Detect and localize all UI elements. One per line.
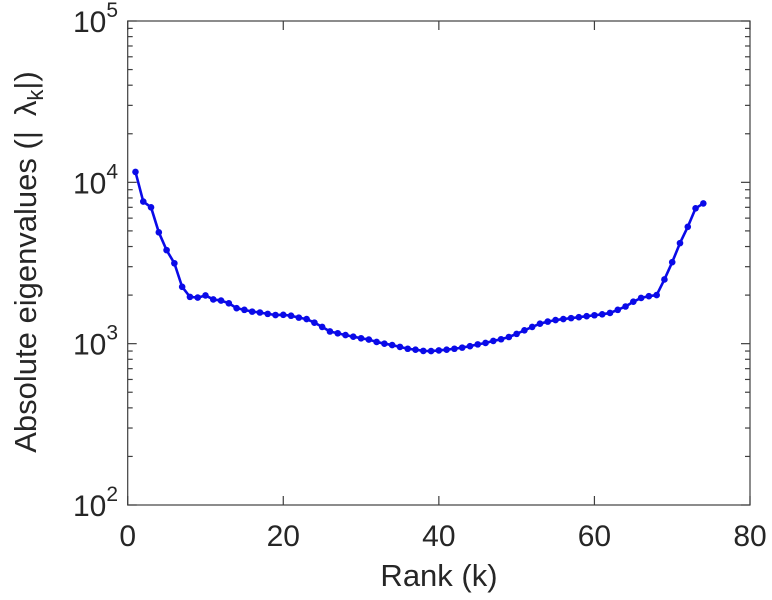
data-point (225, 299, 233, 307)
y-tick-label: 105 (73, 0, 118, 39)
data-point (661, 276, 668, 283)
data-point (381, 340, 388, 347)
data-point (163, 246, 170, 254)
y-tick-label: 102 (73, 483, 118, 523)
data-point (482, 339, 489, 347)
data-point (303, 315, 310, 323)
y-axis-title: Absolute eigenvalues (| λk|) (8, 71, 48, 453)
data-point (272, 311, 279, 319)
y-tick-exponent: 4 (106, 160, 118, 183)
data-point (256, 309, 264, 316)
data-point (311, 319, 318, 326)
data-point (241, 306, 248, 314)
lambda-subscript: k (23, 89, 49, 101)
data-point (171, 259, 178, 267)
data-point (334, 329, 342, 337)
data-point (279, 311, 287, 319)
data-point (349, 333, 357, 340)
x-axis-title: Rank (k) (380, 558, 497, 594)
data-point (544, 318, 552, 325)
data-point (684, 223, 692, 231)
data-point (497, 335, 505, 343)
data-point (419, 347, 427, 355)
data-point (326, 328, 334, 335)
data-point (373, 338, 380, 346)
data-point (209, 296, 217, 303)
y-axis-title-prefix: Absolute eigenvalues (| (8, 131, 43, 453)
data-point (365, 336, 373, 343)
lambda-symbol: λ (8, 100, 43, 117)
data-point (458, 344, 466, 351)
data-point (443, 346, 450, 353)
data-point (591, 311, 598, 319)
data-point (396, 343, 404, 351)
data-point (178, 283, 186, 291)
data-point (668, 258, 676, 266)
data-point (583, 312, 590, 320)
data-point (357, 334, 365, 342)
data-point (505, 333, 513, 341)
data-point (412, 346, 419, 353)
data-point (700, 200, 707, 207)
x-tick-label: 80 (733, 520, 766, 553)
data-point (233, 304, 240, 312)
data-point (217, 297, 225, 304)
data-point (630, 298, 637, 306)
data-point (513, 330, 520, 338)
data-point (147, 204, 155, 211)
data-point (622, 303, 629, 310)
series-line (134, 170, 705, 353)
data-point (264, 310, 272, 318)
y-tick-label: 103 (73, 322, 118, 362)
data-point (614, 306, 622, 314)
data-point (575, 313, 583, 321)
y-tick-exponent: 3 (106, 322, 118, 345)
data-point (186, 293, 194, 301)
data-point (287, 312, 295, 320)
data-point (139, 198, 147, 205)
data-point (552, 316, 559, 324)
x-tick-label: 0 (119, 520, 136, 553)
y-axis-title-suffix: |) (8, 71, 43, 90)
data-point (318, 323, 326, 331)
data-point (342, 331, 349, 339)
data-point (560, 315, 567, 323)
plot-box (127, 20, 751, 506)
data-point (692, 205, 699, 212)
data-point (248, 308, 256, 315)
y-tick-exponent: 2 (106, 483, 118, 506)
data-point (466, 342, 474, 350)
x-tick-label: 60 (578, 520, 611, 553)
data-point (404, 345, 412, 353)
data-point (490, 337, 497, 345)
data-point (676, 239, 684, 247)
data-point (295, 314, 303, 321)
data-point (474, 341, 482, 348)
data-point (536, 320, 544, 327)
data-point (598, 311, 606, 318)
data-point (427, 347, 435, 355)
data-point (567, 314, 575, 322)
data-point (202, 292, 209, 299)
data-point (388, 341, 396, 349)
data-point (435, 347, 443, 354)
data-point (528, 323, 536, 331)
data-point (653, 291, 660, 299)
data-point (521, 327, 528, 334)
x-tick-label: 20 (267, 520, 300, 553)
data-point (194, 294, 202, 301)
x-tick-label: 40 (422, 520, 455, 553)
data-point (155, 229, 163, 236)
y-tick-exponent: 5 (106, 0, 118, 22)
data-point (645, 292, 653, 300)
y-tick-label: 104 (73, 160, 118, 200)
data-point (637, 294, 645, 302)
data-point (606, 309, 614, 317)
data-point (451, 345, 458, 353)
data-point (132, 168, 139, 176)
x-axis-title-text: Rank (k) (380, 558, 498, 593)
